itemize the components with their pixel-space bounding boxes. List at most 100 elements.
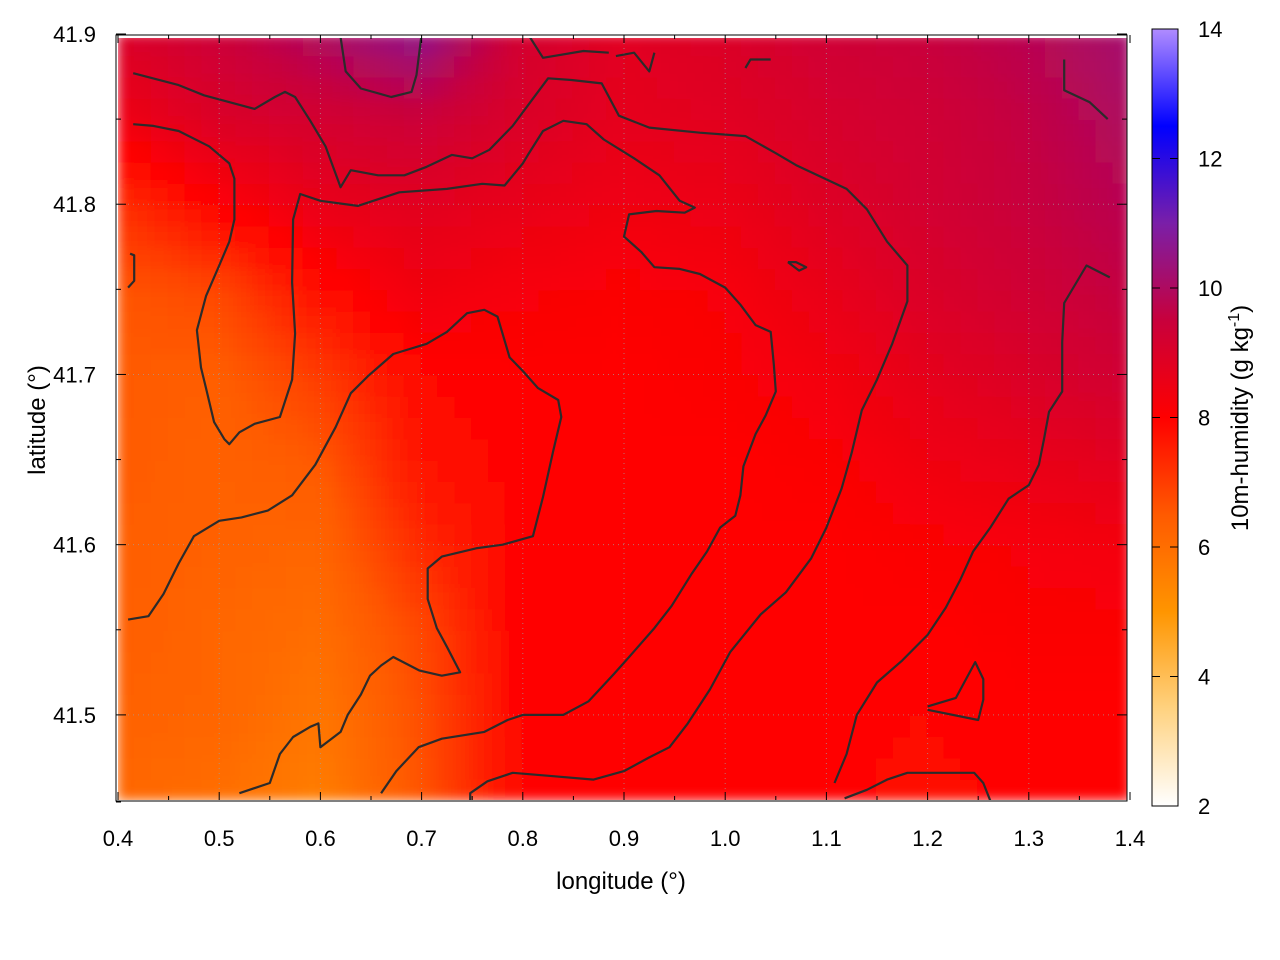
heatmap-cell bbox=[1078, 777, 1098, 800]
heatmap-cell bbox=[118, 394, 136, 418]
heatmap-cell bbox=[488, 394, 507, 418]
heatmap-cell bbox=[842, 309, 862, 333]
heatmap-cell bbox=[471, 352, 491, 376]
heatmap-cell bbox=[656, 735, 676, 759]
heatmap-cell bbox=[825, 458, 845, 482]
heatmap-cell bbox=[1044, 224, 1064, 248]
heatmap-cell bbox=[842, 352, 862, 376]
heatmap-cell bbox=[1095, 479, 1115, 504]
heatmap-cell bbox=[386, 160, 406, 184]
heatmap-cell bbox=[791, 522, 811, 546]
heatmap-cell bbox=[1095, 118, 1115, 142]
heatmap-cell bbox=[454, 118, 474, 142]
heatmap-cell bbox=[926, 54, 946, 78]
heatmap-cell bbox=[201, 38, 221, 57]
heatmap-cell bbox=[589, 416, 609, 440]
heatmap-cell bbox=[201, 245, 221, 270]
heatmap-cell bbox=[859, 501, 878, 525]
heatmap-cell bbox=[977, 479, 997, 504]
heatmap-cell bbox=[302, 330, 322, 355]
heatmap-cell bbox=[471, 756, 491, 780]
heatmap-cell bbox=[589, 756, 609, 780]
heatmap-cell bbox=[639, 777, 659, 800]
heatmap-cell bbox=[1027, 479, 1047, 504]
heatmap-cell bbox=[133, 458, 153, 482]
heatmap-cell bbox=[943, 288, 963, 312]
heatmap-cell bbox=[892, 437, 912, 461]
heatmap-cell bbox=[386, 267, 406, 291]
heatmap-cell bbox=[673, 692, 693, 716]
heatmap-cell bbox=[555, 501, 575, 525]
heatmap-cell bbox=[420, 543, 440, 567]
heatmap-cell bbox=[1078, 394, 1098, 418]
heatmap-cell bbox=[774, 288, 794, 312]
heatmap-cell bbox=[1078, 75, 1098, 99]
heatmap-cell bbox=[118, 160, 136, 184]
heatmap-cell bbox=[150, 522, 170, 546]
heatmap-cell bbox=[909, 394, 929, 418]
heatmap-cell bbox=[1061, 118, 1081, 142]
heatmap-cell bbox=[370, 522, 389, 546]
heatmap-cell bbox=[167, 181, 187, 206]
heatmap-cell bbox=[707, 224, 727, 248]
heatmap-cell bbox=[454, 373, 474, 397]
heatmap-cell bbox=[808, 267, 828, 291]
heatmap-cell bbox=[201, 756, 221, 780]
heatmap-cell bbox=[538, 352, 558, 376]
heatmap-cell bbox=[589, 692, 609, 716]
heatmap-cell bbox=[184, 735, 204, 759]
heatmap-cell bbox=[1027, 139, 1047, 163]
heatmap-cell bbox=[268, 245, 288, 270]
heatmap-cell bbox=[589, 96, 609, 121]
heatmap-cell bbox=[791, 735, 811, 759]
heatmap-cell bbox=[842, 160, 862, 184]
heatmap-cell bbox=[471, 586, 491, 610]
heatmap-cell bbox=[589, 118, 609, 142]
heatmap-cell bbox=[167, 352, 187, 376]
heatmap-cell bbox=[488, 458, 507, 482]
heatmap-cell bbox=[218, 373, 238, 397]
heatmap-cell bbox=[791, 564, 811, 589]
heatmap-cell bbox=[589, 203, 609, 227]
heatmap-cell bbox=[420, 756, 440, 780]
heatmap-cell bbox=[606, 564, 625, 589]
heatmap-cell bbox=[201, 735, 221, 759]
heatmap-cell bbox=[673, 607, 693, 631]
heatmap-cell bbox=[774, 394, 794, 418]
heatmap-cell bbox=[118, 54, 136, 78]
heatmap-cell bbox=[892, 267, 912, 291]
heatmap-cell bbox=[1010, 96, 1030, 121]
heatmap-cell bbox=[133, 543, 153, 567]
heatmap-cell bbox=[825, 203, 845, 227]
heatmap-cell bbox=[842, 139, 862, 163]
colorbar-label: 10m-humidity (g kg-1) bbox=[1226, 305, 1254, 531]
heatmap-cell bbox=[471, 54, 491, 78]
heatmap-cell bbox=[1044, 203, 1064, 227]
heatmap-cell bbox=[118, 309, 136, 333]
heatmap-cell bbox=[336, 416, 356, 440]
heatmap-cell bbox=[1044, 671, 1064, 695]
heatmap-cell bbox=[909, 458, 929, 482]
heatmap-cell bbox=[1061, 756, 1081, 780]
heatmap-cell bbox=[977, 54, 997, 78]
heatmap-cell bbox=[184, 75, 204, 99]
heatmap-cell bbox=[285, 139, 305, 163]
heatmap-cell bbox=[251, 650, 271, 674]
heatmap-cell bbox=[471, 394, 491, 418]
heatmap-cell bbox=[707, 309, 727, 333]
heatmap-cell bbox=[420, 373, 440, 397]
heatmap-cell bbox=[656, 245, 676, 270]
heatmap-cell bbox=[859, 118, 878, 142]
heatmap-cell bbox=[353, 309, 372, 333]
heatmap-cell bbox=[118, 671, 136, 695]
heatmap-cell bbox=[825, 394, 845, 418]
heatmap-cell bbox=[285, 160, 305, 184]
heatmap-cell bbox=[386, 607, 406, 631]
heatmap-cell bbox=[774, 38, 794, 57]
heatmap-cell bbox=[876, 288, 895, 312]
heatmap-cell bbox=[859, 564, 878, 589]
heatmap-cell bbox=[1010, 735, 1030, 759]
heatmap-cell bbox=[437, 522, 457, 546]
heatmap-cell bbox=[623, 352, 642, 376]
heatmap-cell bbox=[133, 479, 153, 504]
